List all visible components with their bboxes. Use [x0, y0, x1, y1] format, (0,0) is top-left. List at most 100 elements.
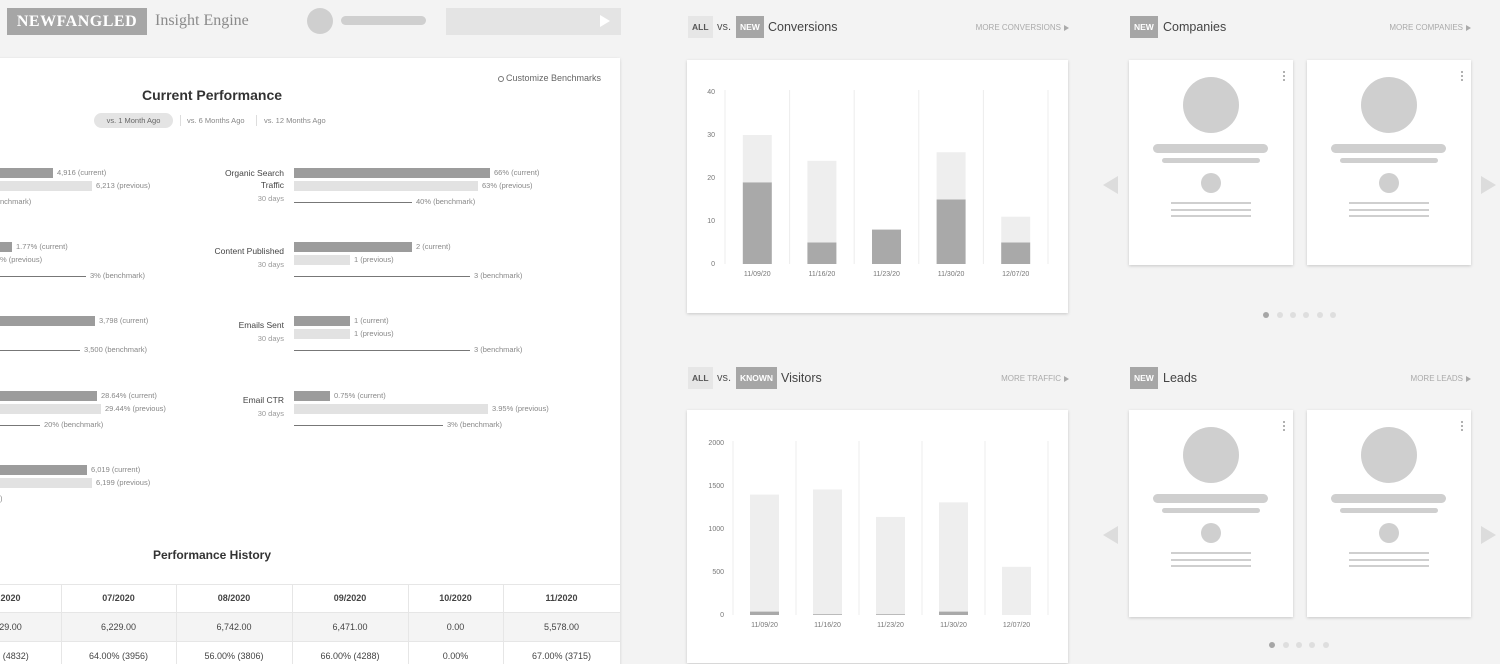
- chart: 0 10 20 30 40 11/09/20 11/16/20 11/23/20 11/30/2…: [707, 89, 1049, 278]
- bar: [936, 152, 966, 200]
- text-placeholder: [1349, 209, 1429, 211]
- bar: [807, 242, 837, 264]
- metric-label[interactable]: Organic Search Traffic: [224, 168, 284, 190]
- current-value: 1 (current): [354, 316, 389, 326]
- segment-tag: NEW: [1130, 367, 1158, 389]
- more-arrow[interactable]: [1064, 25, 1069, 31]
- benchmark-line: [0, 276, 86, 278]
- current-value: 0.75% (current): [334, 390, 386, 400]
- benchmark-line: [294, 202, 412, 203]
- bar: [1002, 566, 1031, 615]
- more-link[interactable]: MORE COMPANIES: [1389, 23, 1463, 32]
- previous-value: 6,199 (previous): [96, 477, 151, 487]
- text-placeholder: [1171, 552, 1251, 554]
- carousel-next[interactable]: [1481, 176, 1496, 194]
- tab-separator: [256, 115, 257, 126]
- table-cell: 0.00%: [442, 651, 469, 661]
- user-bar: [341, 16, 426, 25]
- section-title: Leads: [1163, 371, 1198, 385]
- section-title: Conversions: [768, 20, 838, 34]
- metric-label-group: Email CTR 30 days: [200, 390, 284, 420]
- menu-dot[interactable]: [1283, 425, 1285, 427]
- table-rule: [61, 584, 62, 664]
- name-placeholder: [1331, 494, 1446, 503]
- search-box[interactable]: [446, 8, 621, 35]
- bar: [936, 199, 966, 264]
- tab[interactable]: vs. 1 Month Ago: [106, 116, 161, 125]
- x-tick-label: 11/23/20: [877, 622, 904, 629]
- carousel-dot[interactable]: [1283, 642, 1289, 648]
- all-tag: ALL: [688, 367, 713, 389]
- more-arrow[interactable]: [1466, 376, 1471, 382]
- metric-label-group: Organic Search Traffic 30 days: [200, 167, 284, 205]
- menu-dot[interactable]: [1283, 421, 1285, 423]
- carousel-dot[interactable]: [1303, 312, 1309, 318]
- menu-dot[interactable]: [1283, 79, 1285, 81]
- carousel-dot[interactable]: [1290, 312, 1296, 318]
- name-placeholder: [1153, 144, 1268, 153]
- y-tick-label: 10: [707, 218, 715, 225]
- more-arrow[interactable]: [1466, 25, 1471, 31]
- carousel-dot[interactable]: [1323, 642, 1329, 648]
- menu-dot[interactable]: [1283, 71, 1285, 73]
- icon-placeholder: [1379, 523, 1399, 543]
- previous-bar: [0, 477, 92, 488]
- carousel-prev[interactable]: [1103, 526, 1118, 544]
- title-placeholder: [1162, 508, 1260, 513]
- menu-dot[interactable]: [1283, 429, 1285, 431]
- carousel-dot[interactable]: [1317, 312, 1323, 318]
- carousel-dot[interactable]: [1309, 642, 1315, 648]
- carousel-dot[interactable]: [1296, 642, 1302, 648]
- carousel-dot[interactable]: [1330, 312, 1336, 318]
- bar: [813, 614, 842, 615]
- menu-dot[interactable]: [1461, 425, 1463, 427]
- customize-link[interactable]: Customize Benchmarks: [506, 73, 602, 83]
- carousel-next[interactable]: [1481, 526, 1496, 544]
- more-link[interactable]: MORE CONVERSIONS: [975, 23, 1061, 32]
- tab-active: [94, 113, 173, 128]
- more-arrow[interactable]: [1064, 376, 1069, 382]
- app-name: Insight Engine: [155, 12, 249, 29]
- title-placeholder: [1340, 158, 1438, 163]
- benchmark-value: 40% (benchmark): [416, 197, 476, 206]
- bar: [750, 611, 779, 615]
- name-placeholder: [1331, 144, 1446, 153]
- gear-icon[interactable]: [498, 76, 504, 82]
- text-placeholder: [1171, 559, 1251, 561]
- bar: [742, 135, 772, 183]
- tab[interactable]: vs. 12 Months Ago: [264, 116, 326, 125]
- current-bar: [294, 242, 412, 253]
- bar: [876, 614, 905, 615]
- menu-dot[interactable]: [1461, 71, 1463, 73]
- table-cell: 56.00% (3806): [204, 651, 264, 661]
- more-link[interactable]: MORE LEADS: [1410, 374, 1463, 383]
- menu-dot[interactable]: [1461, 75, 1463, 77]
- tab[interactable]: vs. 6 Months Ago: [187, 116, 245, 125]
- metric-label[interactable]: Email CTR: [242, 394, 284, 405]
- menu-dot[interactable]: [1461, 429, 1463, 431]
- carousel-dot[interactable]: [1269, 642, 1275, 648]
- carousel-dot[interactable]: [1277, 312, 1283, 318]
- vs-label: vs.: [717, 372, 732, 384]
- metric-label-group: Content Published 30 days: [200, 241, 284, 271]
- menu-dot[interactable]: [1283, 75, 1285, 77]
- carousel-prev[interactable]: [1103, 176, 1118, 194]
- table-header: 09/2020: [333, 593, 367, 603]
- current-bar: [0, 464, 87, 475]
- x-tick-label: 11/30/20: [938, 271, 965, 278]
- avatar-placeholder: [1183, 77, 1239, 133]
- text-placeholder: [1349, 215, 1429, 217]
- tab-separator: [180, 115, 181, 126]
- metric-label[interactable]: Content Published: [214, 246, 284, 257]
- previous-value: 3.95% (previous): [492, 403, 549, 413]
- more-link[interactable]: MORE TRAFFIC: [1001, 374, 1061, 383]
- menu-dot[interactable]: [1461, 79, 1463, 81]
- search-button[interactable]: [600, 15, 610, 27]
- metric-label[interactable]: Emails Sent: [238, 320, 284, 331]
- y-tick-label: 500: [712, 569, 724, 576]
- previous-bar: [294, 181, 478, 191]
- avatar[interactable]: [307, 8, 333, 34]
- carousel-dot[interactable]: [1263, 312, 1269, 318]
- benchmark-line: [294, 276, 470, 278]
- menu-dot[interactable]: [1461, 421, 1463, 423]
